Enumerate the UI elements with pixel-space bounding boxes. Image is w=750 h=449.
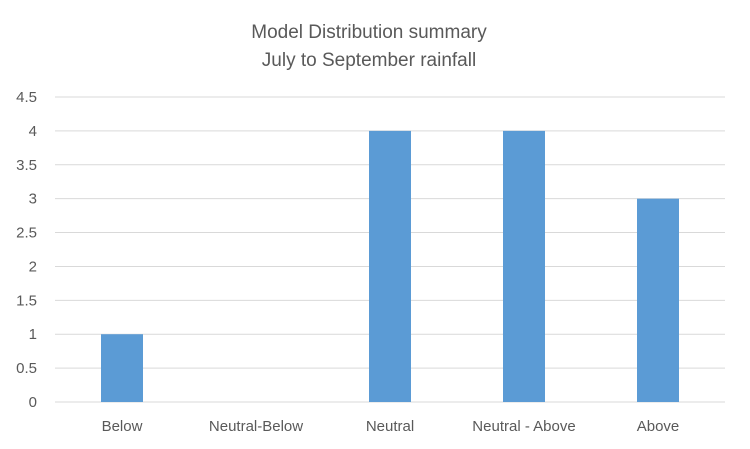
x-category-label: Neutral-Below bbox=[209, 418, 303, 435]
y-tick-label: 2 bbox=[29, 258, 37, 275]
y-tick-label: 3.5 bbox=[16, 157, 37, 174]
bar-below bbox=[101, 334, 143, 402]
y-tick-label: 1.5 bbox=[16, 292, 37, 309]
bar-above bbox=[637, 198, 679, 402]
x-category-label: Neutral - Above bbox=[472, 418, 575, 435]
y-tick-label: 2.5 bbox=[16, 225, 37, 242]
y-tick-label: 0.5 bbox=[16, 360, 37, 377]
x-axis-category-labels: Below Neutral-Below Neutral Neutral - Above… bbox=[102, 418, 680, 435]
bar-neutral-above bbox=[503, 130, 545, 402]
bar-neutral bbox=[369, 130, 411, 402]
y-tick-label: 4.5 bbox=[16, 89, 37, 106]
x-category-label: Neutral bbox=[366, 418, 414, 435]
y-tick-label: 4 bbox=[29, 123, 37, 140]
chart-title-line-2: July to September rainfall bbox=[262, 50, 476, 71]
bars bbox=[101, 130, 679, 402]
x-category-label: Above bbox=[637, 418, 680, 435]
y-axis-tick-labels: 0 0.5 1 1.5 2 2.5 3 3.5 4 4.5 bbox=[16, 89, 37, 411]
chart-title-line-1: Model Distribution summary bbox=[251, 22, 487, 43]
y-tick-label: 0 bbox=[29, 394, 37, 411]
y-tick-label: 1 bbox=[29, 326, 37, 343]
y-tick-label: 3 bbox=[29, 191, 37, 208]
x-category-label: Below bbox=[102, 418, 143, 435]
